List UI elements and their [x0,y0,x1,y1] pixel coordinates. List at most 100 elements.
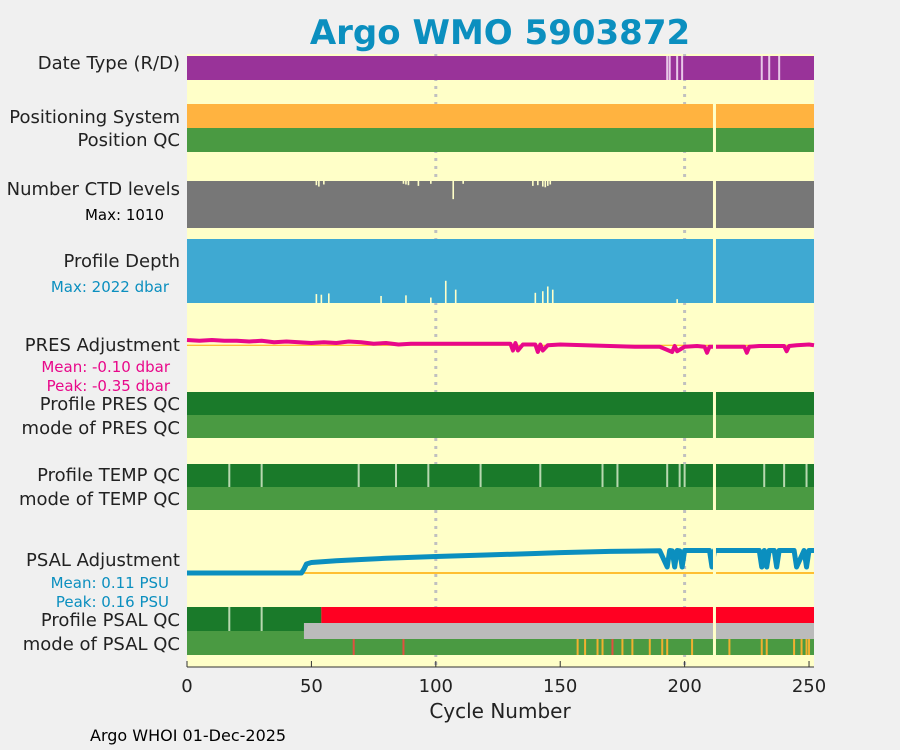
row-note-depth-max: Max: 2022 dbar [51,278,170,296]
row-label-date-type: Date Type (R/D) [38,53,180,74]
date-type-gap [668,56,671,80]
psal-mode-flag-orange [601,639,604,655]
ctd-levels-dip [417,181,420,186]
x-tick-label: 200 [667,676,701,697]
temp-qc-flag [783,464,786,487]
ctd-levels-dip [452,181,455,200]
psal-mode-flag-orange [648,639,651,655]
profile-depth-dip [320,294,323,303]
temp-qc-flag [763,464,766,487]
row-label-positioning-system: Positioning System [9,107,180,128]
ctd-levels-dip [405,181,407,185]
ctd-levels-dip [549,181,552,185]
ctd-levels-dip [544,181,547,188]
profile-depth-area [187,239,814,303]
date-type-gap [676,56,679,80]
profile-temp-qc-bar [187,464,814,487]
psal-mode-flag-orange [800,639,803,655]
position-qc-bar [187,128,814,152]
psal-mode-flag-orange [576,639,579,655]
profile-depth-dip [546,286,549,303]
psal-mode-flag-red [611,639,614,655]
x-tick-label: 150 [543,676,577,697]
psal-mode-flag-red [402,639,405,655]
profile-depth-dip [676,299,678,303]
row-label-pres-qc: Profile PRES QC [40,394,180,415]
profile-depth-dip [405,295,407,303]
row-label-psal-mode: mode of PSAL QC [23,634,180,655]
ctd-levels-dip [537,181,539,186]
ctd-levels-area [187,181,814,228]
profile-depth-dip [315,294,318,303]
temp-qc-flag [678,464,681,487]
profile-depth-dip [534,292,537,303]
row-note-pres-mean: Mean: -0.10 dbar [41,358,171,376]
x-tick-label: 0 [181,676,192,697]
x-tick-label: 250 [792,676,826,697]
row-label-temp-mode: mode of TEMP QC [19,489,180,510]
date-type-gap [760,56,763,80]
psal-mode-flag-red [352,639,355,655]
ctd-levels-dip [318,181,320,187]
psal-mode-flag-orange [760,639,763,655]
pres-qc-mode-bar [187,415,814,438]
x-tick-label: 50 [300,676,323,697]
temp-qc-flag [479,464,482,487]
psal-qc-flag [228,607,231,631]
psal-qc-flag [260,607,263,631]
x-tick-label: 100 [419,676,453,697]
date-type-gap [666,56,669,80]
ctd-levels-dip [407,181,410,186]
row-label-temp-qc: Profile TEMP QC [37,465,180,486]
temp-qc-flag [616,464,619,487]
temp-qc-flag [539,464,542,487]
row-label-pres-adjustment: PRES Adjustment [25,335,180,356]
ctd-levels-dip [323,181,325,185]
psal-mode-flag-orange [691,639,694,655]
profile-depth-dip [380,295,382,303]
row-label-position-qc: Position QC [77,130,180,151]
ctd-levels-dip [430,181,432,184]
plot-area [186,54,815,667]
temp-qc-flag [666,464,669,487]
psal-mode-flag-orange [765,639,768,655]
row-label-pres-mode: mode of PRES QC [22,418,180,439]
psal-mode-flag-orange [621,639,624,655]
profile-depth-dip [430,297,432,303]
profile-psal-qc-bad [321,607,814,623]
temp-qc-flag [357,464,360,487]
profile-pres-qc-bar [187,392,814,415]
temp-qc-flag [260,464,263,487]
temp-qc-flag [395,464,397,487]
positioning-system-bar [187,104,814,128]
date-type-bar [187,56,814,80]
x-axis-label: Cycle Number [429,699,571,723]
row-label-psal-adjustment: PSAL Adjustment [26,550,180,571]
row-label-ctd-levels: Number CTD levels [7,179,180,200]
row-label-psal-qc: Profile PSAL QC [41,610,180,631]
profile-depth-dip [541,291,544,303]
profile-depth-dip [551,289,554,303]
psal-mode-flag-orange [584,639,587,655]
x-axis: Cycle Number 0 50 100 150 200 250 [181,661,826,723]
profile-depth-dip [444,280,447,303]
ctd-levels-dip [541,181,544,187]
row-note-psal-peak: Peak: 0.16 PSU [56,593,169,611]
temp-qc-flag [427,464,430,487]
profile-depth-dip [454,289,457,303]
profile-psal-qc-good [187,607,322,631]
psal-mode-flag-orange [808,639,811,655]
psal-mode-flag-orange [793,639,796,655]
date-type-gap [778,56,781,80]
ctd-levels-dip [462,181,464,184]
row-note-pres-peak: Peak: -0.35 dbar [47,377,171,395]
temp-qc-flag [683,464,686,487]
temp-qc-flag [601,464,604,487]
psal-mode-flag-orange [805,639,808,655]
profile-depth-dip [328,293,330,303]
row-note-psal-mean: Mean: 0.11 PSU [51,574,169,592]
psal-mode-flag-orange [596,639,599,655]
pres-adjustment-series [186,338,815,355]
psal-mode-flag-orange [728,639,731,655]
